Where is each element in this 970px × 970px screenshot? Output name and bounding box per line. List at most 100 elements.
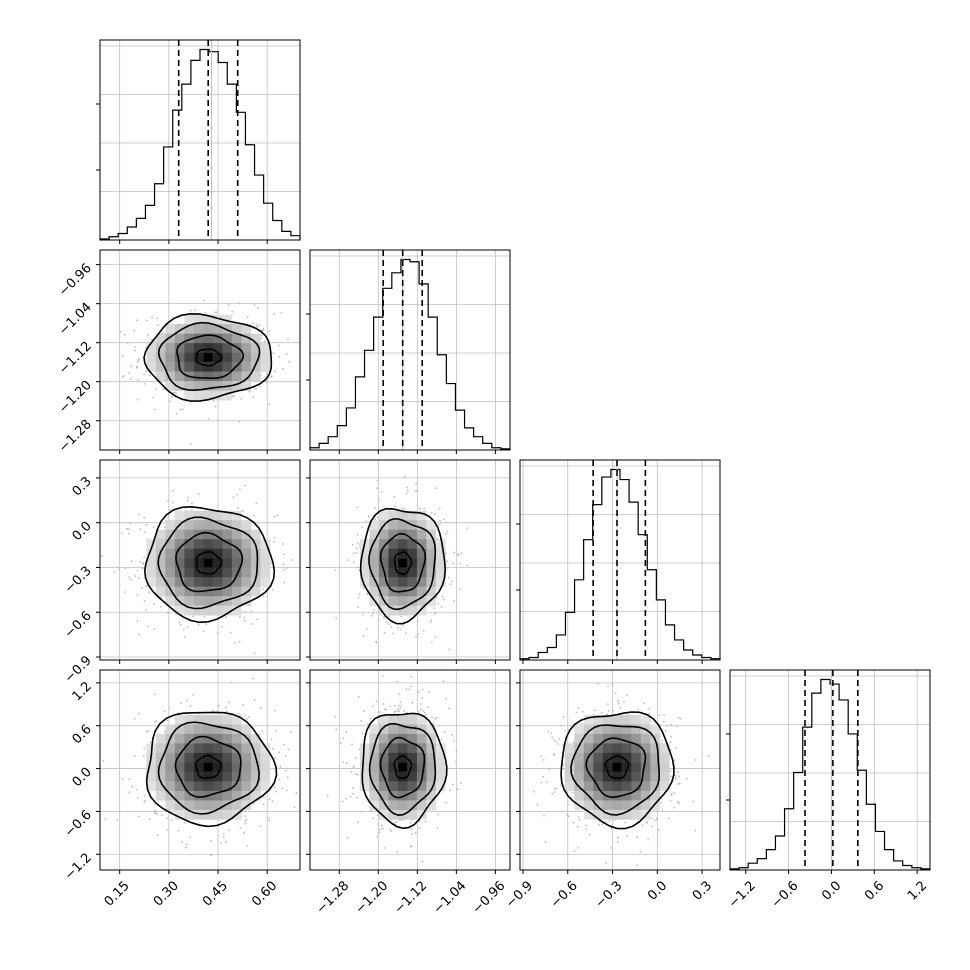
scatter-point bbox=[390, 830, 392, 833]
scatter-point bbox=[588, 833, 591, 836]
scatter-point bbox=[282, 563, 285, 566]
scatter-point bbox=[175, 412, 178, 415]
density-cell bbox=[359, 743, 370, 754]
density-cell bbox=[378, 539, 389, 549]
scatter-point bbox=[240, 397, 243, 400]
scatter-point bbox=[383, 617, 385, 620]
density-cell bbox=[165, 371, 176, 382]
density-cell bbox=[407, 567, 418, 578]
density-cell bbox=[388, 520, 399, 530]
scatter-point bbox=[335, 617, 338, 620]
scatter-point bbox=[372, 609, 375, 611]
scatter-point bbox=[147, 334, 150, 336]
density-cell bbox=[155, 743, 166, 754]
density-cell bbox=[564, 762, 575, 773]
scatter-point bbox=[396, 627, 399, 629]
scatter-point bbox=[390, 626, 393, 628]
scatter-point bbox=[559, 784, 562, 787]
density-cell bbox=[193, 362, 204, 372]
density-cell bbox=[184, 558, 195, 568]
scatter-point bbox=[363, 710, 365, 713]
scatter-point bbox=[605, 862, 607, 864]
density-cell bbox=[174, 733, 185, 744]
scatter-point bbox=[268, 798, 271, 801]
scatter-point bbox=[448, 707, 451, 710]
density-cell bbox=[193, 548, 204, 559]
scatter-point bbox=[243, 617, 246, 619]
density-cell bbox=[260, 558, 271, 568]
density-cell bbox=[388, 596, 399, 606]
density-cell bbox=[203, 324, 214, 334]
scatter-point bbox=[422, 710, 425, 712]
density-cell bbox=[203, 809, 214, 820]
contour-4-3-1 bbox=[604, 755, 630, 779]
scatter-point bbox=[552, 753, 555, 755]
scatter-point bbox=[459, 562, 461, 565]
scatter-point bbox=[423, 711, 426, 714]
scatter-point bbox=[145, 730, 148, 733]
density-cell bbox=[222, 586, 233, 597]
scatter-point bbox=[456, 788, 459, 791]
density-cell bbox=[621, 800, 632, 811]
scatter-point bbox=[423, 507, 425, 510]
scatter-point bbox=[346, 836, 349, 839]
scatter-point bbox=[636, 836, 639, 839]
scatter-point bbox=[236, 493, 239, 496]
histogram-4 bbox=[729, 678, 931, 870]
density-cell bbox=[407, 724, 418, 735]
density-cell bbox=[184, 809, 195, 820]
scatter-point bbox=[156, 834, 159, 837]
density-cell bbox=[621, 714, 632, 725]
scatter-point bbox=[396, 851, 399, 854]
scatter-point bbox=[437, 813, 440, 816]
scatter-point bbox=[440, 606, 443, 608]
scatter-point bbox=[113, 570, 116, 573]
scatter-point bbox=[154, 812, 157, 815]
density-cell bbox=[574, 724, 585, 735]
density-cell bbox=[250, 762, 261, 773]
scatter-point bbox=[707, 755, 710, 758]
scatter-point bbox=[607, 709, 610, 712]
contour-4-2-4 bbox=[361, 712, 448, 830]
density-cell bbox=[184, 520, 195, 530]
scatter-point bbox=[424, 820, 427, 823]
contour-4-1-1 bbox=[195, 754, 223, 779]
density-cell bbox=[212, 548, 223, 559]
scatter-point bbox=[142, 562, 145, 565]
scatter-point bbox=[357, 542, 359, 545]
scatter-point bbox=[181, 408, 184, 411]
density-cell bbox=[165, 724, 176, 735]
density-cell bbox=[155, 333, 166, 344]
scatter-point bbox=[263, 340, 266, 342]
density-cell bbox=[260, 752, 271, 763]
y-tick-label: −0.6 bbox=[62, 808, 95, 841]
scatter-point bbox=[238, 615, 241, 618]
density-cell bbox=[650, 771, 661, 782]
x-tick-label: −0.6 bbox=[769, 878, 802, 911]
density-cell bbox=[212, 381, 223, 391]
scatter-point bbox=[260, 334, 263, 336]
scatter-point bbox=[533, 790, 535, 793]
y-tick-label: −0.6 bbox=[62, 608, 95, 641]
density-cell bbox=[165, 596, 176, 606]
scatter-point bbox=[449, 583, 452, 585]
scatter-point bbox=[253, 652, 256, 654]
scatter-point bbox=[137, 513, 140, 516]
density-cell bbox=[369, 733, 380, 744]
scatter-point bbox=[252, 514, 255, 517]
scatter-point bbox=[245, 718, 248, 720]
density-cell bbox=[146, 771, 157, 782]
scatter-point bbox=[141, 587, 144, 589]
scatter-point bbox=[212, 400, 215, 402]
density-cell bbox=[193, 539, 204, 549]
scatter-point bbox=[400, 615, 403, 618]
scatter-point bbox=[220, 625, 223, 628]
density-cell bbox=[146, 558, 157, 568]
scatter-point bbox=[154, 693, 157, 696]
scatter-point bbox=[663, 714, 665, 716]
scatter-point bbox=[250, 610, 253, 613]
scatter-point bbox=[372, 817, 375, 820]
density-cell bbox=[369, 520, 380, 530]
density-cell bbox=[165, 520, 176, 530]
panel-frame-3-1 bbox=[99, 459, 301, 661]
